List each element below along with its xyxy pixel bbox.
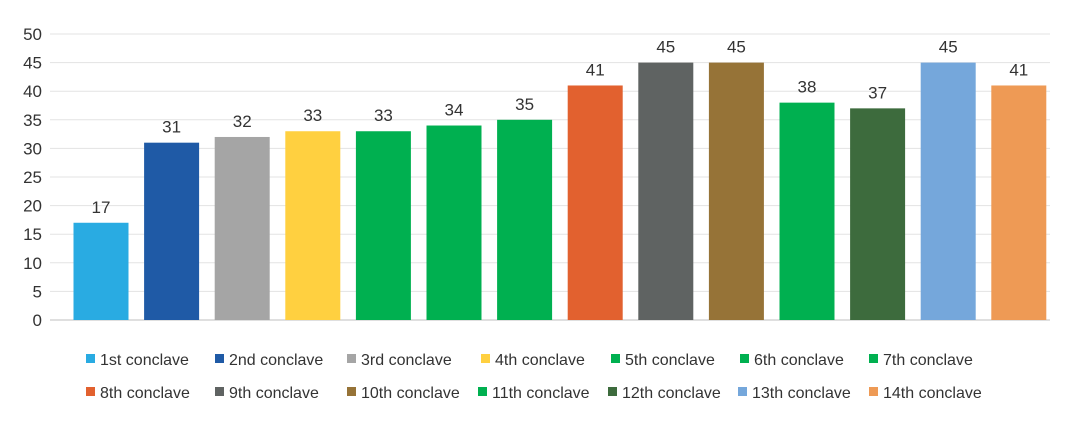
legend-label: 5th conclave <box>625 352 715 369</box>
data-label: 17 <box>92 198 111 217</box>
legend-label: 4th conclave <box>495 352 585 369</box>
y-tick-label: 10 <box>23 254 42 273</box>
data-label: 38 <box>798 78 817 97</box>
legend-label: 3rd conclave <box>361 352 452 369</box>
legend-swatch <box>215 387 224 396</box>
legend-swatch <box>481 354 490 363</box>
bar <box>638 62 694 320</box>
legend-label: 7th conclave <box>883 352 973 369</box>
legend-label: 11th conclave <box>492 385 590 402</box>
data-label: 32 <box>233 112 252 131</box>
bar <box>214 136 270 320</box>
bar <box>355 131 411 320</box>
legend-swatch <box>347 387 356 396</box>
bar <box>144 142 200 320</box>
legend-label: 8th conclave <box>100 385 190 402</box>
data-label: 34 <box>445 101 464 120</box>
y-tick-label: 0 <box>33 311 42 330</box>
data-label: 41 <box>586 60 605 79</box>
y-tick-label: 20 <box>23 197 42 216</box>
legend-swatch <box>347 354 356 363</box>
legend-label: 9th conclave <box>229 385 319 402</box>
bar <box>497 119 553 320</box>
legend-swatch <box>611 354 620 363</box>
legend-label: 13th conclave <box>752 385 851 402</box>
data-label: 41 <box>1009 60 1028 79</box>
legend-label: 1st conclave <box>100 352 189 369</box>
bar <box>991 85 1047 320</box>
y-tick-label: 50 <box>23 25 42 44</box>
data-label: 45 <box>939 38 958 57</box>
data-label: 45 <box>656 38 675 57</box>
legend-swatch <box>86 387 95 396</box>
y-tick-label: 35 <box>23 111 42 130</box>
legend-swatch <box>215 354 224 363</box>
data-label: 37 <box>868 83 887 102</box>
legend-swatch <box>869 354 878 363</box>
legend-swatch <box>869 387 878 396</box>
legend-swatch <box>86 354 95 363</box>
legend-label: 10th conclave <box>361 385 460 402</box>
bar <box>850 108 906 320</box>
y-tick-label: 45 <box>23 54 42 73</box>
bar <box>920 62 976 320</box>
legend-swatch <box>738 387 747 396</box>
y-tick-label: 30 <box>23 139 42 158</box>
y-tick-label: 5 <box>33 282 42 301</box>
y-tick-label: 40 <box>23 82 42 101</box>
legend-label: 12th conclave <box>622 385 721 402</box>
bar <box>779 102 835 320</box>
legend-swatch <box>740 354 749 363</box>
data-label: 33 <box>374 106 393 125</box>
bar <box>426 125 482 321</box>
data-label: 33 <box>303 106 322 125</box>
data-label: 45 <box>727 38 746 57</box>
bar <box>73 222 129 320</box>
y-tick-label: 25 <box>23 168 42 187</box>
legend-swatch <box>478 387 487 396</box>
legend-swatch <box>608 387 617 396</box>
data-label: 35 <box>515 95 534 114</box>
y-tick-label: 15 <box>23 225 42 244</box>
legend-label: 6th conclave <box>754 352 844 369</box>
bar <box>567 85 623 320</box>
data-label: 31 <box>162 118 181 137</box>
legend-label: 14th conclave <box>883 385 982 402</box>
bar <box>708 62 764 320</box>
legend-label: 2nd conclave <box>229 352 323 369</box>
bar <box>285 131 341 320</box>
